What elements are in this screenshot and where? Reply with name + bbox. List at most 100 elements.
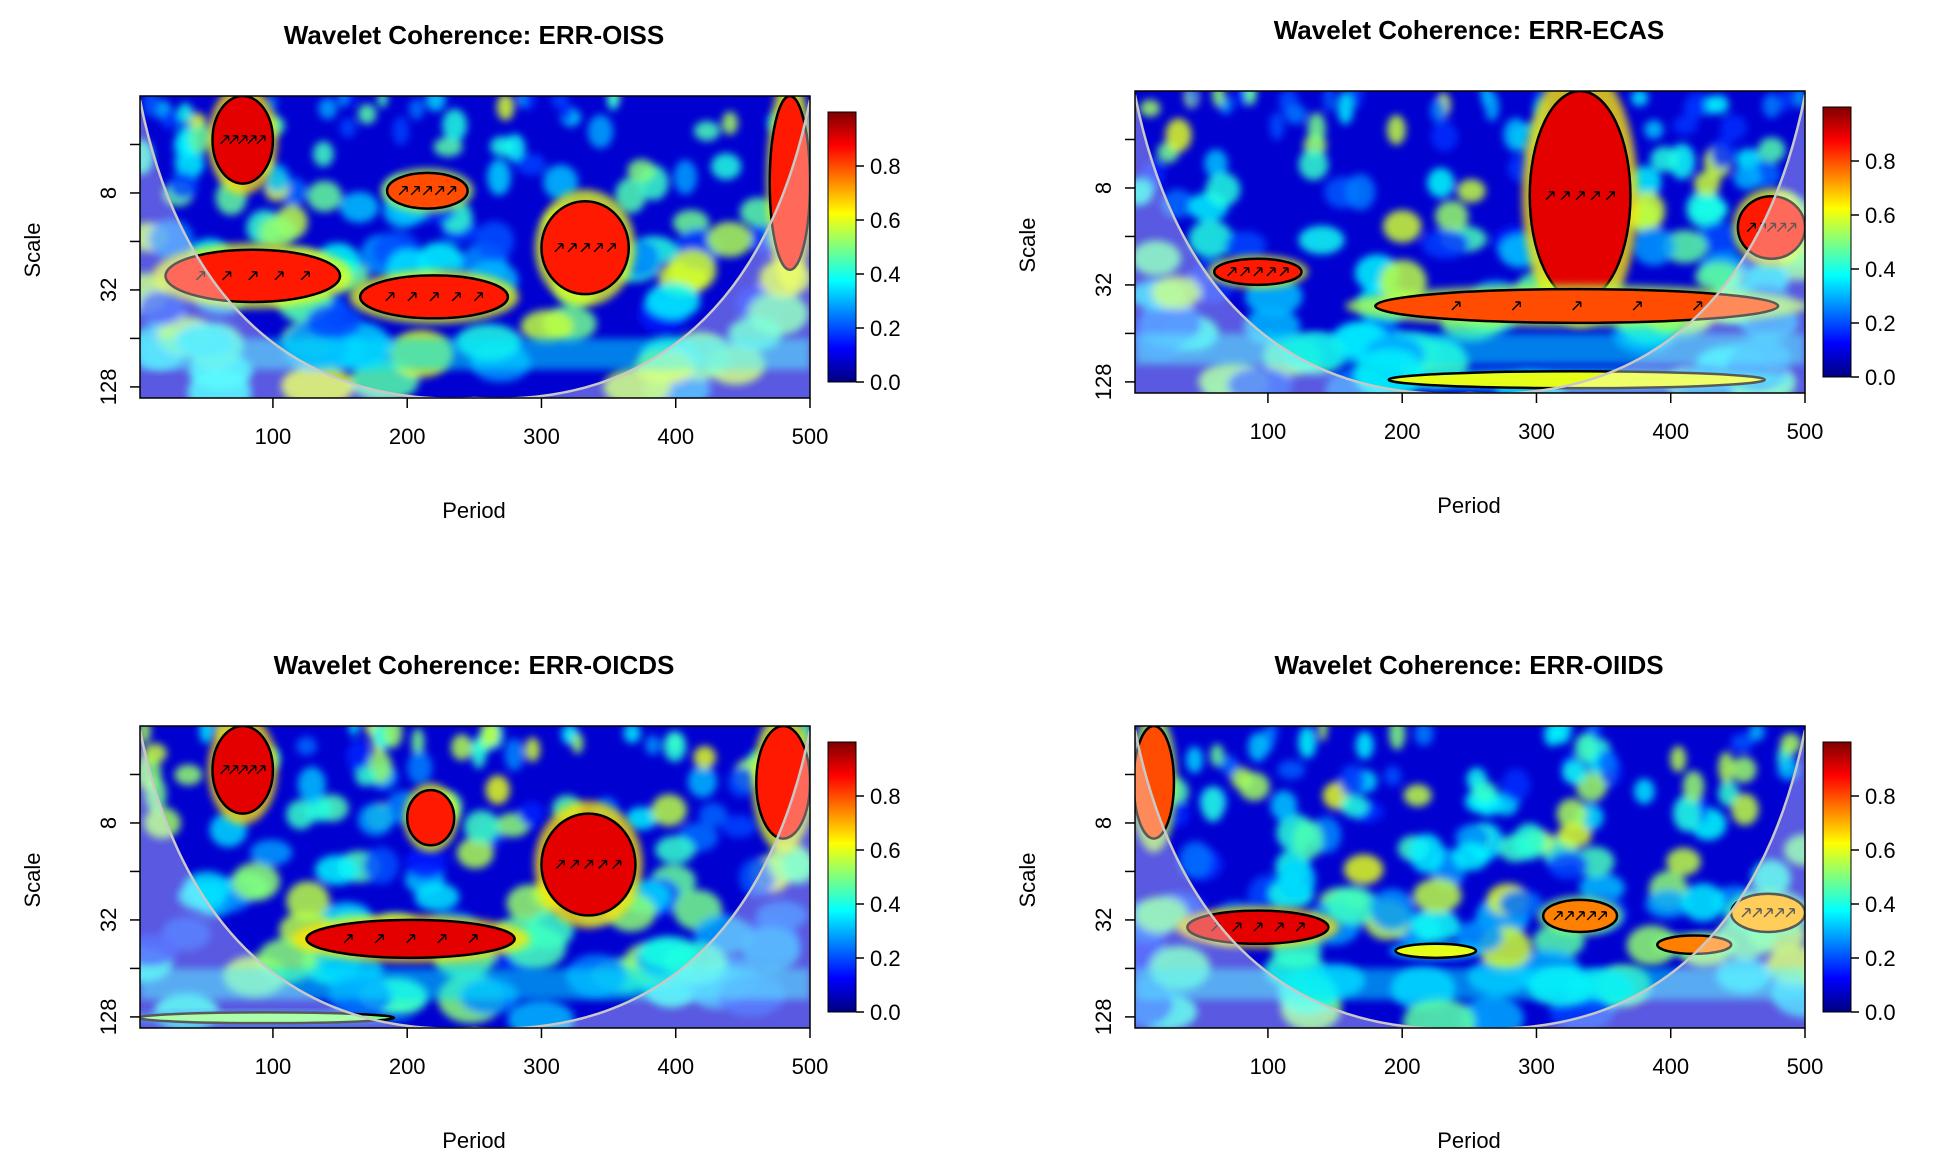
y-axis-label: Scale	[1015, 852, 1040, 907]
y-tick-label: 128	[1091, 364, 1116, 401]
cone-of-influence-line	[1135, 729, 1805, 1028]
phase-arrow	[554, 242, 564, 253]
chart-title: Wavelet Coherence: ERR-ECAS	[1274, 15, 1665, 45]
phase-arrow	[1240, 267, 1250, 277]
y-tick-label: 8	[96, 817, 121, 829]
y-tick-label: 8	[1091, 182, 1116, 194]
significance-contour	[164, 248, 342, 304]
phase-arrow	[220, 135, 230, 145]
phase-arrow	[1575, 191, 1585, 201]
x-tick-label: 200	[1384, 419, 1421, 444]
phase-arrow	[222, 271, 232, 281]
phase-arrow	[407, 292, 417, 302]
significance-contour	[540, 812, 637, 917]
x-tick-label: 200	[389, 424, 426, 449]
colorbar-tick-label: 0.2	[870, 316, 901, 341]
phase-arrow	[1741, 908, 1751, 918]
heatmap-plot: 100 200 300 400 500 8 32 128 0.0 0.2 0.4 0.6 0.8	[96, 725, 901, 1079]
phase-arrow	[1590, 191, 1600, 201]
x-axis-label: Period	[1437, 1128, 1501, 1153]
x-tick-label: 400	[657, 424, 694, 449]
phase-arrow	[274, 271, 284, 281]
x-tick-label: 400	[1652, 419, 1689, 444]
significance-contour	[768, 96, 810, 272]
significance-contour	[140, 1011, 395, 1025]
phase-arrow	[1774, 908, 1784, 918]
phase-arrow	[569, 859, 580, 870]
phase-arrow	[1253, 922, 1263, 932]
cone-of-influence-shade	[140, 730, 810, 1028]
phase-arrow	[1597, 911, 1607, 921]
phase-arrow	[247, 765, 257, 775]
x-tick-label: 100	[1250, 419, 1287, 444]
phase-arrow	[1605, 191, 1616, 201]
x-tick-label: 500	[1787, 1054, 1824, 1079]
x-tick-label: 100	[255, 424, 292, 449]
phase-arrow	[555, 859, 565, 870]
phase-arrow	[1575, 911, 1585, 921]
phase-arrow	[1553, 911, 1563, 921]
significance-contour	[1541, 898, 1619, 934]
significance-contour	[1394, 942, 1478, 960]
phase-arrow	[1511, 301, 1522, 311]
heatmap-field	[1135, 91, 1805, 393]
plot-frame	[139, 95, 811, 399]
x-tick-label: 400	[657, 1054, 694, 1079]
colorbar-tick-label: 0.4	[1865, 257, 1896, 282]
phase-arrow	[429, 292, 439, 302]
y-tick-label: 8	[96, 187, 121, 199]
phase-arrow	[229, 765, 239, 775]
significance-contour	[1374, 287, 1780, 325]
heatmap-field	[140, 726, 810, 1028]
phase-arrow	[220, 765, 230, 775]
colorbar	[827, 741, 857, 1013]
y-tick-label: 128	[1091, 999, 1116, 1036]
colorbar-tick-label: 0.0	[870, 1000, 901, 1025]
colorbar-tick-label: 0.6	[1865, 203, 1896, 228]
colorbar-tick-label: 0.2	[1865, 946, 1896, 971]
cone-of-influence-shade	[1135, 95, 1805, 393]
phase-arrow	[1763, 908, 1773, 918]
y-tick-label: 32	[1091, 273, 1116, 297]
x-tick-label: 200	[1384, 1054, 1421, 1079]
colorbar-tick-label: 0.4	[870, 892, 901, 917]
x-tick-label: 500	[792, 424, 829, 449]
phase-arrow	[406, 934, 416, 944]
phase-arrow	[1451, 301, 1461, 311]
significance-contour	[385, 171, 469, 210]
phase-arrow	[1785, 908, 1795, 918]
heatmap-plot: 100 200 300 400 500 8 32 128 0.0 0.2 0.4 0.6 0.8	[1091, 90, 1896, 444]
colorbar-tick-label: 0.0	[1865, 365, 1896, 390]
phase-arrow	[229, 135, 239, 145]
y-tick-label: 32	[96, 278, 121, 302]
phase-arrow	[343, 934, 353, 944]
phase-arrow	[437, 934, 447, 944]
phase-arrow	[247, 135, 257, 145]
significant-region	[140, 1012, 394, 1024]
colorbar-tick-label: 0.6	[1865, 838, 1896, 863]
phase-arrow	[248, 271, 258, 281]
phase-arrow	[1279, 267, 1289, 277]
plot-frame	[1134, 725, 1806, 1029]
phase-arrow	[1746, 222, 1756, 232]
phase-arrow	[1253, 267, 1263, 277]
chart-title: Wavelet Coherence: ERR-OIIDS	[1274, 650, 1663, 680]
y-tick-label: 8	[1091, 817, 1116, 829]
phase-arrow	[374, 934, 385, 944]
phase-arrow	[473, 292, 484, 302]
significance-contour	[755, 726, 810, 840]
phase-arrow	[1586, 911, 1596, 921]
x-tick-label: 500	[792, 1054, 829, 1079]
significance-contour	[305, 918, 516, 960]
phase-arrow	[256, 135, 266, 145]
phase-arrow	[612, 859, 622, 870]
phase-arrow	[434, 186, 445, 196]
cone-of-influence-line	[140, 729, 810, 1028]
phase-arrow	[567, 242, 577, 253]
significant-region	[756, 726, 810, 839]
heatmap-plot: 100 200 300 400 500 8 32 128 0.0 0.2 0.4 0.6 0.8	[1091, 725, 1896, 1079]
x-tick-label: 500	[1787, 419, 1824, 444]
colorbar-tick-label: 0.6	[870, 208, 901, 233]
phase-arrow	[238, 135, 248, 145]
